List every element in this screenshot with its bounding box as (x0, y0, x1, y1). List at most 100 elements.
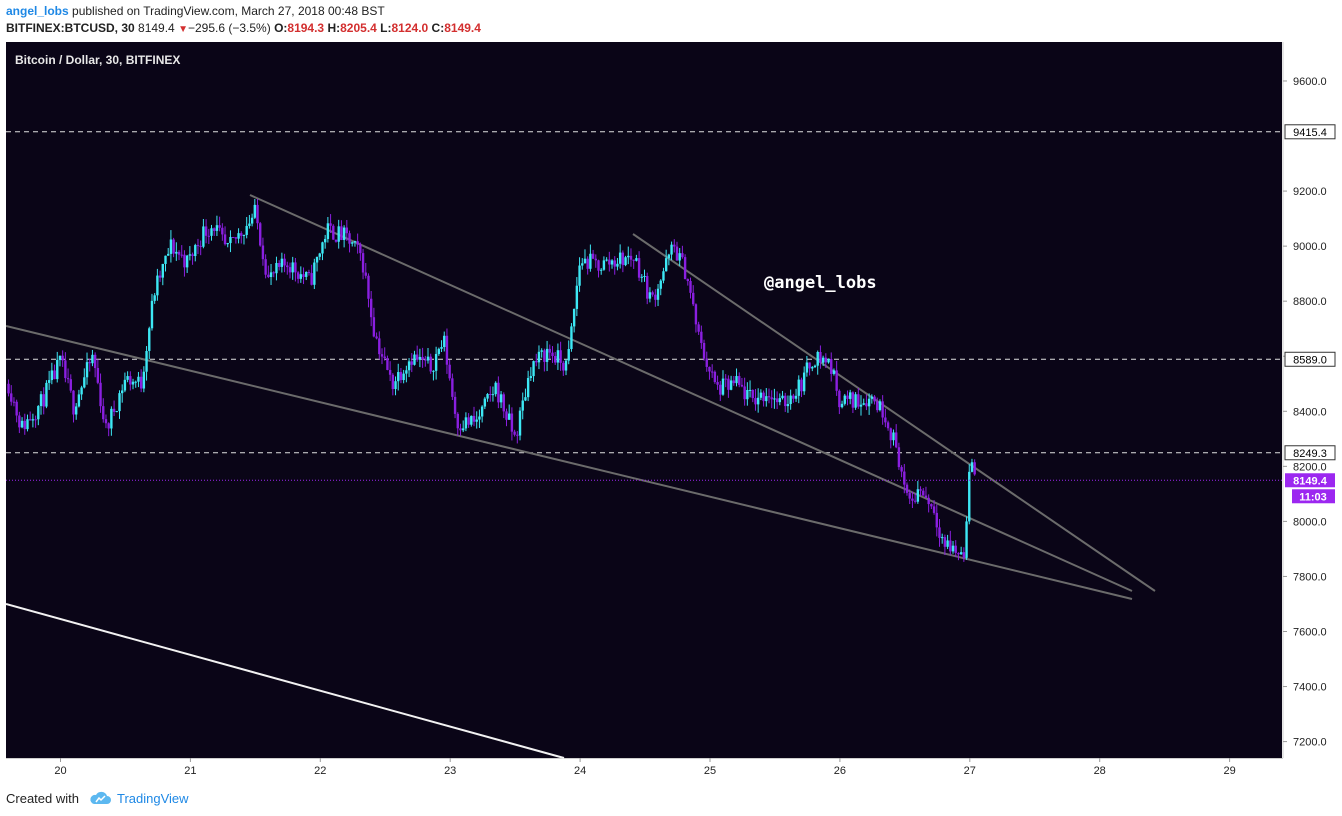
level-label-box (1284, 124, 1336, 140)
candle-body (894, 432, 898, 448)
x-axis-ticks: 20 21 22 23 24 25 26 27 28 29 (54, 758, 1236, 777)
candle-body (167, 253, 170, 256)
chart-svg[interactable]: Bitcoin / Dollar, 30, BITFINEX @angel_lo… (5, 42, 1336, 778)
candle-body (727, 378, 730, 390)
candle-body (532, 361, 535, 377)
candle-body (954, 545, 957, 553)
candle-body (164, 255, 167, 264)
candles (7, 198, 976, 562)
candle-body (277, 262, 281, 267)
candle-body (269, 272, 273, 278)
candle-body (664, 258, 668, 272)
y-tick-label: 7800.0 (1293, 571, 1327, 583)
candle-body (28, 419, 32, 421)
candle-body (375, 336, 378, 339)
candle-body (272, 272, 275, 274)
y-tick-label: 7200.0 (1293, 737, 1327, 749)
candle-body (943, 537, 947, 547)
candle-body (621, 252, 625, 266)
candle-body (383, 356, 386, 359)
candle-body (129, 376, 132, 385)
candle-body (334, 239, 338, 242)
candle-body (37, 406, 40, 420)
candle-body (332, 225, 335, 240)
candle-body (264, 259, 267, 275)
x-tick-label: 21 (184, 765, 196, 777)
white-trendline[interactable] (5, 603, 565, 759)
candle-body (443, 335, 446, 348)
candle-body (213, 228, 216, 231)
publish-text: published on TradingView.com, March 27, … (72, 4, 385, 18)
candle-body (313, 262, 316, 285)
candle-body (770, 397, 773, 400)
candle-body (859, 404, 863, 407)
candle-body (970, 462, 974, 472)
candle-body (821, 357, 825, 363)
candle-body (15, 401, 18, 416)
candle-body (61, 355, 64, 361)
candle-body (919, 489, 922, 491)
candle-body (965, 521, 968, 558)
candle-body (862, 403, 865, 405)
x-tick-label: 20 (54, 765, 66, 777)
candle-body (624, 257, 627, 266)
candle-body (586, 258, 589, 269)
x-tick-label: 22 (314, 765, 326, 777)
candle-body (202, 226, 205, 247)
candle-body (789, 395, 792, 405)
candle-body (670, 244, 673, 255)
candle-body (142, 371, 146, 389)
author-link[interactable]: angel_lobs (6, 4, 69, 18)
candle-body (58, 355, 62, 360)
candle-body (559, 350, 562, 363)
candle-body (177, 251, 181, 255)
candle-body (949, 540, 952, 552)
candle-body (686, 279, 690, 281)
countdown-box (1292, 489, 1335, 504)
candle-body (169, 239, 173, 254)
candle-body (91, 354, 94, 364)
short-trendline[interactable] (632, 233, 1156, 592)
candle-body (683, 257, 687, 280)
candle-body (367, 275, 370, 299)
price-labels: 9415.4 8589.0 8249.3 8149.4 11:03 (1284, 124, 1336, 504)
candle-body (267, 274, 270, 278)
close-label: C: (431, 21, 445, 35)
watermark-annotation: @angel_lobs (764, 273, 877, 293)
candle-body (678, 253, 681, 261)
candle-body (659, 280, 662, 289)
candle-body (153, 295, 156, 301)
candle-body (218, 225, 221, 228)
y-tick-label: 8200.0 (1293, 461, 1327, 473)
plot-background (6, 42, 1282, 758)
candle-body (746, 389, 749, 400)
cloud-logo-icon[interactable] (88, 790, 112, 806)
candle-body (510, 413, 514, 432)
candle-body (296, 272, 300, 279)
symbol-info: BITFINEX:BTCUSD, 30 8149.4 ▼−295.6 (−3.5… (6, 21, 481, 35)
candle-body (275, 262, 278, 274)
candle-body (840, 403, 844, 408)
candle-body (608, 259, 611, 265)
x-tick-label: 29 (1223, 765, 1235, 777)
candle-body (924, 495, 928, 498)
candle-body (713, 371, 717, 383)
lower-wedge-line[interactable] (5, 325, 1133, 600)
candle-body (570, 326, 573, 350)
time-axis[interactable] (6, 758, 1282, 778)
candle-body (351, 242, 354, 244)
candle-body (640, 276, 644, 278)
candle-body (773, 398, 776, 400)
candle-body (188, 254, 192, 256)
tradingview-link[interactable]: TradingView (117, 791, 189, 806)
price-axis[interactable] (1282, 42, 1336, 778)
candle-body (286, 265, 289, 268)
candle-body (480, 406, 484, 417)
candle-body (470, 415, 473, 425)
chart-frame[interactable]: Bitcoin / Dollar, 30, BITFINEX @angel_lo… (5, 42, 1336, 778)
candle-body (702, 342, 706, 359)
candle-body (813, 365, 817, 368)
candle-body (294, 262, 297, 273)
candle-body (651, 292, 654, 295)
upper-wedge-line[interactable] (249, 194, 1133, 592)
